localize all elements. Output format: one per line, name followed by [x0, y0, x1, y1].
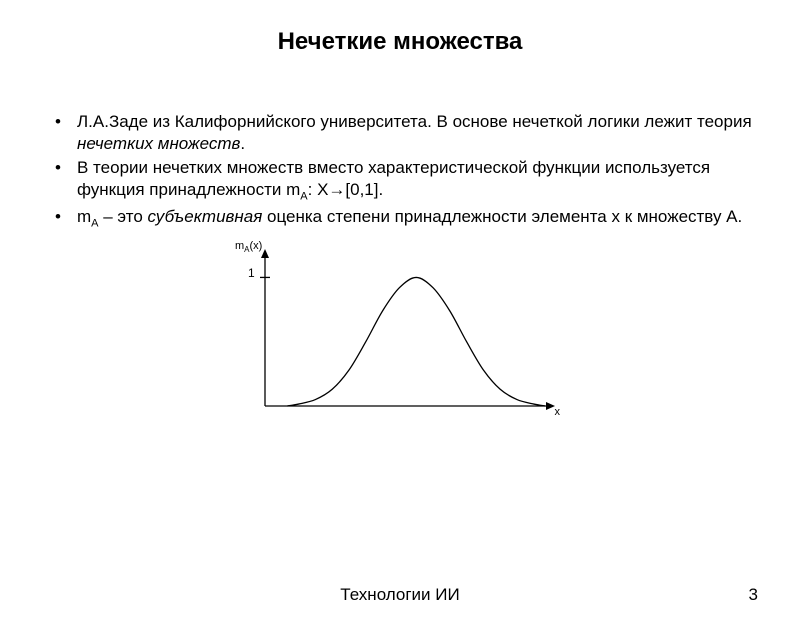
y-axis-label: mA(x) — [235, 240, 262, 254]
bullet-dot: • — [55, 157, 77, 204]
bullet-text: В теории нечетких множеств вместо характ… — [77, 157, 755, 204]
bullet-text: Л.А.Заде из Калифорнийского университета… — [77, 111, 755, 155]
bullet-text: mA – это субъективная оценка степени при… — [77, 206, 755, 231]
bullet-dot: • — [55, 111, 77, 155]
y-tick-label: 1 — [248, 266, 255, 280]
footer-text: Технологии ИИ — [0, 585, 800, 605]
x-axis-label: x — [555, 406, 561, 418]
list-item: • mA – это субъективная оценка степени п… — [55, 206, 755, 231]
bullet-dot: • — [55, 206, 77, 231]
chart-svg — [225, 246, 565, 436]
bullet-list: • Л.А.Заде из Калифорнийского университе… — [0, 111, 800, 231]
membership-chart: mA(x) 1 x — [225, 246, 565, 436]
list-item: • Л.А.Заде из Калифорнийского университе… — [55, 111, 755, 155]
list-item: • В теории нечетких множеств вместо хара… — [55, 157, 755, 204]
page-number: 3 — [749, 585, 758, 605]
page-title: Нечеткие множества — [0, 28, 800, 56]
